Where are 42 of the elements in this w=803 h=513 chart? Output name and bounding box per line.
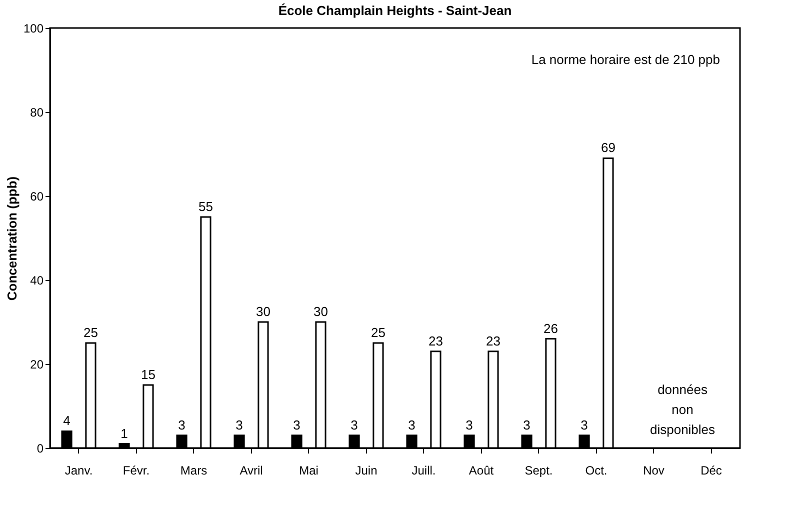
data-label: 25 (370, 325, 386, 340)
x-tick-label: Févr. (122, 464, 150, 478)
data-label: 23 (486, 333, 500, 348)
data-label: 3 (293, 417, 300, 432)
x-tick-label: Oct. (585, 464, 608, 478)
data-label: 3 (236, 417, 243, 432)
x-tick-label: Juill. (412, 464, 436, 478)
data-label: 26 (543, 320, 558, 336)
data-label: 4 (63, 413, 70, 428)
data-label: 55 (198, 199, 213, 214)
y-axis-title: Concentration (ppb) (4, 176, 20, 301)
y-tick-label: 40 (30, 274, 44, 288)
data-label: 15 (140, 367, 156, 382)
y-tick-label: 80 (30, 106, 44, 120)
data-label: 3 (523, 417, 530, 432)
chart-title: École Champlain Heights - Saint-Jean (278, 3, 512, 18)
x-tick-label: Avril (240, 464, 263, 478)
y-tick-label: 100 (23, 22, 44, 36)
x-tick-label: Déc (700, 464, 722, 478)
y-tick-label: 20 (30, 358, 44, 372)
data-label: 25 (83, 325, 98, 340)
x-tick-label: Sept. (524, 464, 553, 478)
data-label: 30 (256, 304, 270, 319)
annotation: données non disponibles (650, 382, 716, 437)
data-label: 3 (178, 417, 186, 432)
data-label: 3 (408, 417, 416, 432)
x-tick-label: Nov (643, 464, 664, 478)
x-tick-label: Août (468, 464, 494, 478)
x-tick-label: Janv. (64, 464, 93, 478)
y-tick-label: 0 (36, 442, 44, 456)
data-label: 30 (313, 304, 328, 319)
x-tick-label: Juin (355, 464, 378, 478)
y-tick-label: 60 (30, 190, 44, 204)
data-label: 3 (580, 417, 588, 432)
data-label: 3 (350, 417, 358, 432)
data-label: 69 (600, 140, 616, 156)
data-label: 1 (120, 426, 128, 441)
x-tick-label: Mars (180, 464, 208, 478)
data-label: 23 (428, 333, 443, 348)
x-tick-label: Mai (299, 464, 318, 478)
annotation: La norme horaire est de 210 ppb (531, 52, 720, 67)
data-label: 3 (466, 417, 473, 432)
